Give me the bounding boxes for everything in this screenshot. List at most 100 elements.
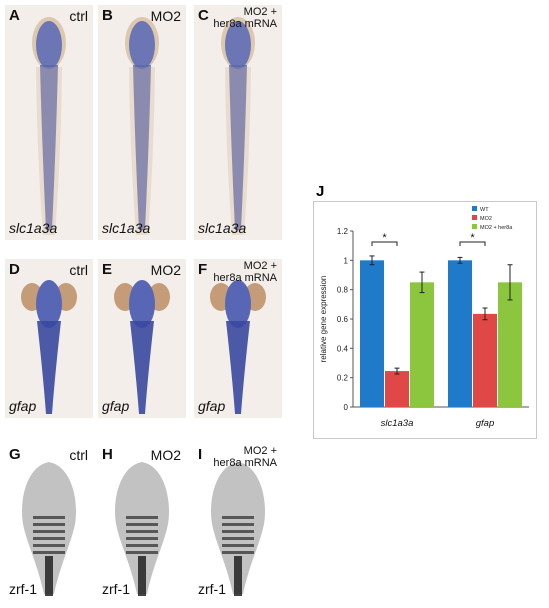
panel-gene-E: gfap bbox=[102, 398, 130, 414]
panel-condition-D: ctrl bbox=[69, 262, 88, 278]
specimen-image-I bbox=[211, 462, 265, 596]
trunk-shape bbox=[36, 67, 62, 235]
spinal-cord-stain bbox=[40, 65, 58, 230]
bar-mo2-her8a-slc1a3a bbox=[410, 282, 434, 407]
y-tick-label: 1 bbox=[344, 256, 349, 265]
neural-band bbox=[33, 516, 65, 519]
spinal-cord-stain bbox=[229, 65, 247, 230]
panel-letter-D: D bbox=[9, 261, 20, 278]
bar-mo2-her8a-gfap bbox=[498, 282, 522, 407]
panel-condition-C: MO2 + her8a mRNA bbox=[207, 6, 277, 30]
condition-line: ctrl bbox=[69, 262, 88, 278]
neural-band bbox=[126, 523, 158, 526]
brain-stain bbox=[36, 280, 62, 328]
legend-label: MO2 + her8a bbox=[480, 225, 513, 231]
bar-chart-svg: 0 0.2 0.4 0.6 0.8 1 1.2 relative gene expressio… bbox=[319, 206, 529, 429]
panel-letter-B: B bbox=[102, 7, 113, 24]
panel-gene-F: gfap bbox=[198, 398, 226, 414]
y-tick-label: 1.2 bbox=[337, 227, 349, 236]
panel-condition-A: ctrl bbox=[69, 8, 88, 24]
condition-line: MO2 bbox=[150, 447, 181, 463]
neural-band bbox=[222, 551, 254, 554]
neural-band bbox=[33, 537, 65, 540]
spinal-tract bbox=[45, 556, 53, 596]
bar-wt-gfap bbox=[448, 260, 472, 407]
spinal-tract bbox=[234, 556, 242, 596]
neural-band bbox=[222, 523, 254, 526]
hindbrain-stain bbox=[226, 321, 250, 414]
panel-condition-B: MO2 bbox=[151, 8, 181, 24]
specimen-image-B bbox=[125, 17, 159, 235]
neural-band bbox=[126, 530, 158, 533]
hindbrain-stain bbox=[37, 321, 61, 414]
legend-swatch bbox=[472, 224, 477, 229]
panel-H: H MO2 zrf-1 bbox=[98, 444, 186, 601]
brain-stain bbox=[225, 280, 251, 328]
y-tick-label: 0.6 bbox=[337, 315, 349, 324]
panel-condition-H: MO2 bbox=[151, 447, 181, 463]
neural-band bbox=[222, 530, 254, 533]
panel-letter-G: G bbox=[9, 446, 21, 463]
panel-I: I MO2 + her8a mRNA zrf-1 bbox=[194, 444, 282, 601]
neural-band bbox=[126, 516, 158, 519]
condition-line: MO2 + bbox=[243, 6, 277, 18]
panel-letter-H: H bbox=[102, 446, 113, 463]
panel-C: C MO2 + her8a mRNA slc1a3a bbox=[194, 5, 282, 240]
brain-stain bbox=[129, 21, 155, 69]
legend-label: WT bbox=[480, 207, 489, 213]
condition-line: MO2 bbox=[150, 8, 181, 24]
brain-outline bbox=[115, 462, 169, 594]
specimen-image-C bbox=[221, 17, 255, 235]
brain-outline bbox=[211, 462, 265, 594]
specimen-image-H bbox=[115, 462, 169, 596]
condition-line: ctrl bbox=[69, 8, 88, 24]
condition-line: MO2 bbox=[150, 262, 181, 278]
bar-mo2-gfap bbox=[473, 313, 497, 407]
significance-star: * bbox=[470, 232, 475, 244]
neural-band bbox=[33, 544, 65, 547]
y-tick-label: 0.2 bbox=[337, 374, 349, 383]
neural-band bbox=[33, 551, 65, 554]
condition-line: ctrl bbox=[69, 447, 88, 463]
panel-gene-B: slc1a3a bbox=[102, 220, 151, 236]
panel-condition-E: MO2 bbox=[151, 262, 181, 278]
significance-bracket bbox=[371, 241, 398, 246]
neural-band bbox=[222, 544, 254, 547]
condition-line: MO2 + bbox=[243, 445, 277, 457]
y-axis-label: relative gene expression bbox=[319, 276, 328, 363]
legend-swatch bbox=[472, 215, 477, 220]
panel-letter-J: J bbox=[316, 183, 325, 200]
specimen-image-E bbox=[114, 280, 170, 414]
neural-band bbox=[222, 516, 254, 519]
neural-band bbox=[33, 523, 65, 526]
neural-band bbox=[126, 537, 158, 540]
significance-star: * bbox=[382, 232, 387, 244]
bar-chart: 0 0.2 0.4 0.6 0.8 1 1.2 relative gene expressio… bbox=[313, 201, 537, 439]
panel-condition-G: ctrl bbox=[69, 447, 88, 463]
panel-gene-I: zrf-1 bbox=[198, 581, 226, 597]
condition-line: her8a mRNA bbox=[213, 457, 277, 469]
bar-mo2-slc1a3a bbox=[385, 371, 409, 407]
panel-letter-A: A bbox=[9, 7, 20, 24]
brain-stain bbox=[129, 280, 155, 328]
panel-gene-H: zrf-1 bbox=[102, 581, 130, 597]
panel-letter-C: C bbox=[198, 7, 209, 24]
panel-gene-G: zrf-1 bbox=[9, 581, 37, 597]
trunk-shape bbox=[129, 67, 155, 235]
brain-outline bbox=[22, 462, 76, 594]
neural-band bbox=[33, 530, 65, 533]
panel-condition-I: MO2 + her8a mRNA bbox=[207, 445, 277, 469]
condition-line: her8a mRNA bbox=[213, 18, 277, 30]
panel-condition-F: MO2 + her8a mRNA bbox=[207, 260, 277, 284]
panel-F: F MO2 + her8a mRNA gfap bbox=[194, 259, 282, 418]
neural-band bbox=[222, 537, 254, 540]
bar-wt-slc1a3a bbox=[360, 260, 384, 407]
panel-B: B MO2 slc1a3a bbox=[98, 5, 186, 240]
panel-E: E MO2 gfap bbox=[98, 259, 186, 418]
significance-bracket bbox=[459, 241, 486, 246]
y-tick-label: 0.8 bbox=[337, 286, 349, 295]
specimen-image-G bbox=[22, 462, 76, 596]
specimen-image-A bbox=[32, 17, 66, 235]
